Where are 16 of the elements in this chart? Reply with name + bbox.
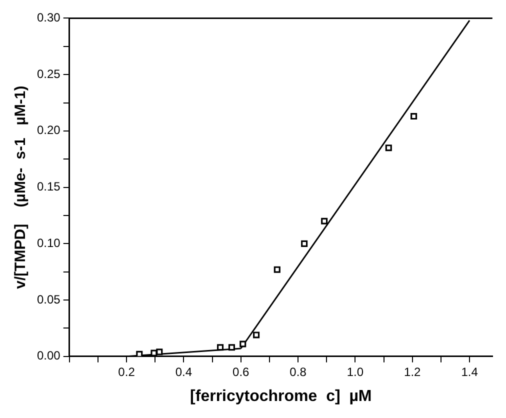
x-tick-label: 0.2	[118, 364, 136, 379]
y-tick-label: 0.10	[36, 236, 61, 250]
y-tick-label: 0.05	[36, 292, 61, 306]
y-axis-title: v/[TMPD] (µMe- s-1 µM-1)	[12, 86, 30, 289]
y-tick-label: 0.00	[36, 348, 61, 363]
x-tick-label: 0.8	[290, 364, 307, 379]
x-tick-label: 0.6	[232, 364, 250, 379]
y-tick-label: 0.20	[36, 123, 61, 138]
x-tick-label: 1.4	[461, 364, 478, 379]
x-tick-label: 0.4	[175, 364, 192, 379]
x-axis-title: [ferricytochrome c] µM	[190, 388, 372, 405]
y-tick-label: 0.30	[36, 10, 61, 25]
y-tick-label: 0.15	[36, 180, 61, 194]
y-tick-label: 0.25	[36, 66, 61, 81]
x-tick-label: 1.0	[346, 364, 364, 379]
x-tick-label: 1.2	[404, 364, 422, 379]
